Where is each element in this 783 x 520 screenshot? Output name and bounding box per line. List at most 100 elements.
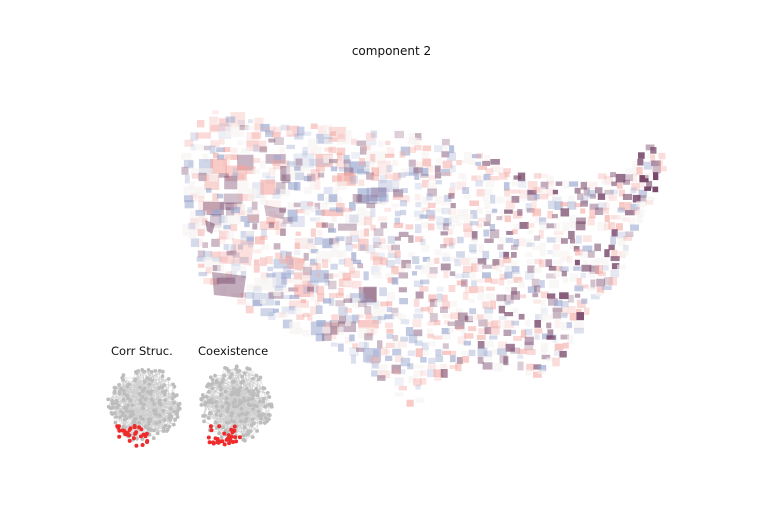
county-cell — [587, 271, 596, 278]
county-shape — [285, 255, 305, 271]
county-cell — [546, 322, 552, 329]
network-node — [257, 399, 262, 404]
network-node — [113, 420, 118, 425]
county-cell — [492, 362, 503, 372]
county-cell — [461, 328, 467, 337]
network-node-highlighted — [211, 440, 215, 445]
county-cell — [428, 214, 435, 221]
county-cell — [569, 215, 577, 225]
county-cell — [331, 188, 339, 196]
network-edge — [216, 381, 233, 428]
network-node-highlighted — [234, 439, 239, 444]
network-node — [222, 373, 226, 378]
county-cell — [434, 300, 442, 306]
county-cell — [378, 363, 388, 372]
county-cell — [363, 286, 377, 302]
county-cell — [352, 343, 359, 349]
county-cell — [443, 270, 449, 279]
network-node — [121, 373, 126, 378]
network-node — [226, 420, 231, 425]
county-cell — [625, 231, 634, 237]
county-cell — [394, 130, 404, 139]
county-cell — [218, 173, 229, 178]
county-cell — [610, 189, 618, 195]
county-cell — [595, 292, 603, 297]
county-cell — [456, 280, 467, 286]
county-cell — [323, 130, 334, 138]
county-cell — [378, 244, 389, 250]
county-cell — [468, 244, 477, 253]
network-node — [224, 396, 229, 401]
county-cell — [420, 370, 427, 376]
county-cell — [575, 221, 586, 231]
county-cell — [559, 292, 569, 300]
county-cell — [206, 188, 212, 193]
county-cell — [443, 237, 454, 247]
network-node — [122, 405, 127, 410]
county-cell — [616, 182, 623, 189]
county-cell — [595, 187, 603, 194]
county-cell — [548, 298, 558, 306]
county-cell — [282, 287, 289, 294]
county-cell — [419, 378, 427, 385]
county-cell — [638, 152, 645, 159]
network-node — [171, 422, 176, 427]
county-cell — [518, 313, 525, 320]
county-cell — [387, 245, 393, 253]
county-cell — [280, 166, 290, 181]
county-cell — [223, 244, 230, 250]
county-cell — [657, 160, 664, 166]
county-cell — [623, 217, 630, 222]
network-node — [221, 377, 225, 381]
county-cell — [468, 326, 477, 332]
county-cell — [351, 152, 361, 159]
county-cell — [503, 168, 511, 174]
county-cell — [251, 132, 262, 139]
county-cell — [260, 299, 266, 304]
county-cell — [238, 193, 254, 201]
county-cell — [400, 195, 410, 203]
county-cell — [281, 174, 291, 184]
county-cell — [489, 224, 496, 231]
county-cell — [582, 259, 589, 266]
network-node-highlighted — [222, 431, 227, 436]
county-cell — [570, 238, 576, 244]
network-node — [128, 398, 133, 403]
network-node — [163, 423, 168, 428]
county-cell — [630, 203, 640, 211]
county-cell — [219, 138, 225, 145]
network-node — [255, 393, 260, 398]
county-cell — [450, 165, 456, 173]
county-cell — [577, 193, 584, 200]
county-cell — [622, 193, 633, 200]
network-node-highlighted — [138, 434, 143, 439]
network-node-highlighted — [213, 436, 218, 441]
county-cell — [477, 341, 485, 349]
county-cell — [534, 215, 541, 223]
county-cell — [492, 259, 500, 266]
county-cell — [392, 312, 402, 319]
network-node — [155, 431, 160, 436]
county-cell — [384, 314, 395, 320]
county-cell — [540, 299, 546, 307]
county-cell — [303, 252, 309, 261]
county-cell — [209, 202, 218, 209]
county-cell — [391, 244, 400, 251]
county-cell — [386, 328, 394, 334]
county-cell — [349, 347, 359, 356]
county-cell — [303, 186, 312, 194]
county-cell — [442, 160, 453, 169]
county-cell — [399, 151, 406, 158]
county-cell — [420, 279, 430, 285]
figure-title: component 2 — [351, 44, 432, 58]
county-cell — [483, 174, 491, 181]
county-cell — [588, 181, 598, 190]
county-cell — [286, 144, 295, 150]
network-node — [220, 404, 225, 409]
county-cell — [412, 138, 421, 146]
network-node-highlighted — [116, 426, 121, 430]
network-node — [108, 406, 113, 411]
county-cell — [636, 215, 643, 224]
county-cell — [387, 236, 396, 244]
county-cell — [482, 362, 493, 370]
